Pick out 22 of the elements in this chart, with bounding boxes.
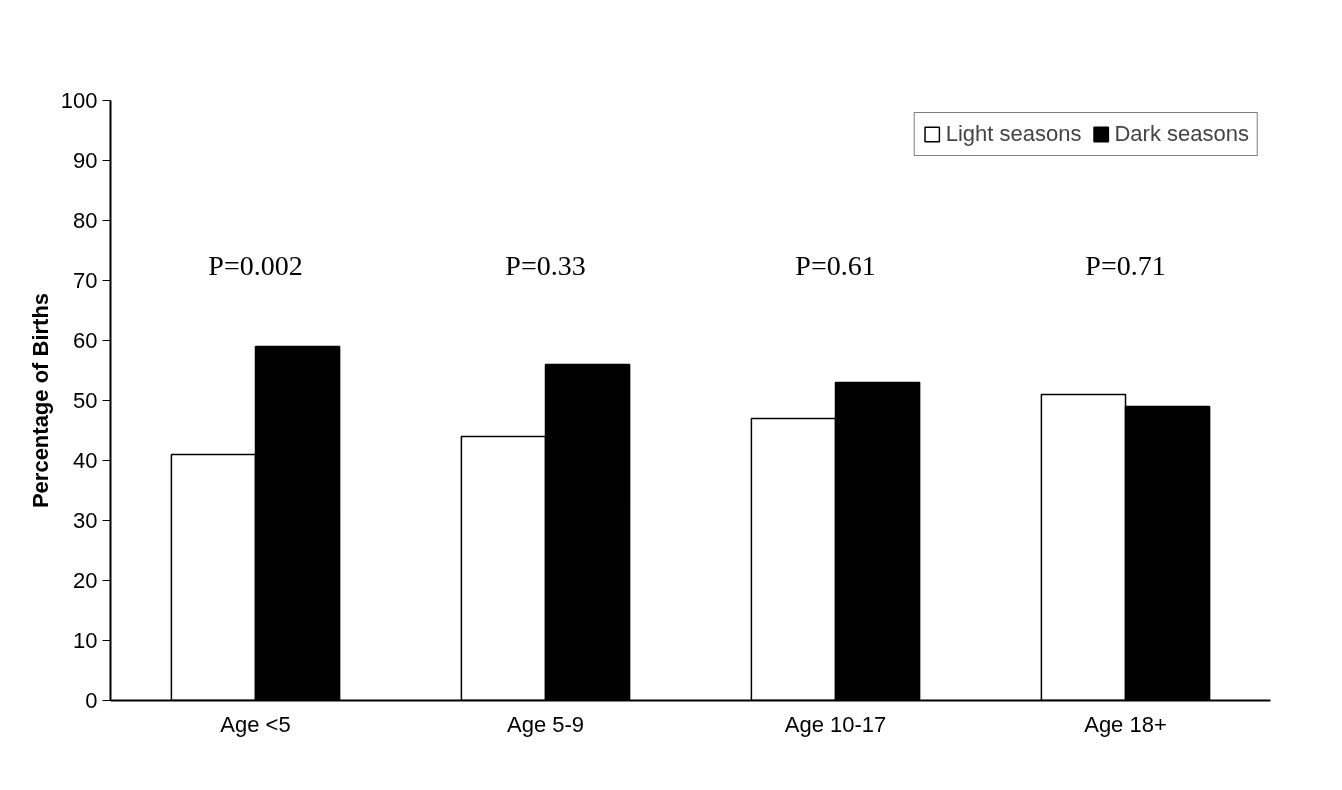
x-tick-label: Age 5-9 xyxy=(506,711,585,737)
y-tick-label: 50 xyxy=(73,388,98,413)
y-tick-label: 70 xyxy=(73,268,98,293)
legend-label: Dark seasons xyxy=(1114,121,1249,147)
x-tick-label: Age 18+ xyxy=(1084,711,1167,737)
x-tick-label: Age 10-17 xyxy=(784,711,887,737)
y-tick-label: 20 xyxy=(73,568,98,593)
annotation: P=0.33 xyxy=(505,249,586,281)
annotation: P=0.71 xyxy=(1085,249,1166,281)
y-tick-label: 60 xyxy=(73,328,98,353)
x-tick-label: Age <5 xyxy=(220,711,291,737)
y-tick-label: 0 xyxy=(85,688,98,713)
y-axis-title: Percentage of Births xyxy=(27,292,53,509)
annotation: P=0.002 xyxy=(208,249,303,281)
y-tick-label: 40 xyxy=(73,448,98,473)
annotation: P=0.61 xyxy=(795,249,876,281)
legend-label: Light seasons xyxy=(945,121,1082,147)
y-tick-label: 10 xyxy=(73,628,98,653)
y-tick-label: 90 xyxy=(73,148,98,173)
y-tick-label: 80 xyxy=(73,208,98,233)
y-tick-label: 30 xyxy=(73,508,98,533)
y-tick-label: 100 xyxy=(60,88,98,113)
